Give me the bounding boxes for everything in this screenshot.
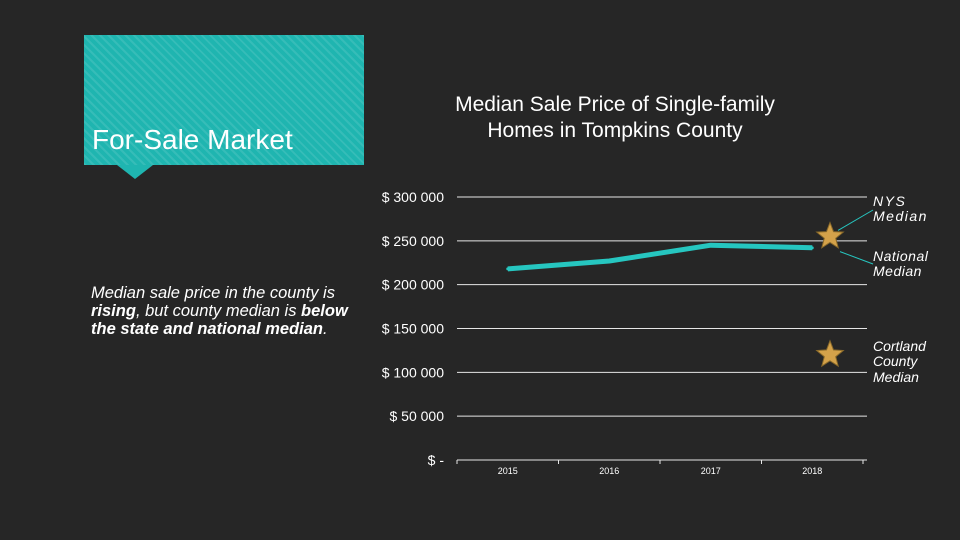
legend-nys-line-1: NYS — [873, 193, 907, 209]
data-point-2017 — [709, 243, 713, 247]
y-tick-label: $ 300 000 — [382, 189, 444, 205]
section-tag-pointer — [117, 165, 153, 179]
y-tick-label: $ 200 000 — [382, 277, 444, 293]
commentary-part-2: , but county median is — [135, 302, 302, 321]
connector-national — [839, 251, 874, 265]
commentary-part-1: Median sale price in the county is — [91, 284, 335, 302]
star-nys-median — [815, 221, 845, 249]
legend-cortland-line-2: County — [873, 353, 918, 370]
y-tick-label: $ 250 000 — [382, 233, 444, 249]
star-cortland-median — [815, 339, 845, 368]
data-point-2016 — [607, 259, 611, 263]
y-tick-label: $ 50 000 — [390, 408, 445, 424]
y-tick-label: $ - — [428, 452, 445, 468]
legend-nys-line-2: Median — [873, 208, 928, 225]
data-point-2018 — [810, 246, 814, 250]
legend-national-line-1: National — [873, 248, 929, 264]
y-tick-label: $ 100 000 — [382, 364, 444, 380]
commentary-rising: rising — [91, 302, 136, 321]
section-tag — [84, 35, 364, 165]
commentary-part-3: . — [322, 320, 328, 339]
legend-cortland-line-1: Cortland — [873, 338, 926, 354]
chart-title-line-1: Median Sale Price of Single-family — [455, 93, 775, 116]
data-point-2015 — [506, 267, 510, 271]
commentary-text: Median sale price in the county is risin… — [91, 284, 366, 338]
legend-cortland-median: Cortland County Median — [873, 338, 926, 385]
x-tick-label-2018: 2018 — [802, 466, 822, 476]
x-tick-label-2017: 2017 — [701, 466, 721, 476]
x-tick-label-2016: 2016 — [599, 466, 619, 476]
legend-nys-median: NYS Median — [873, 193, 928, 225]
y-tick-label: $ 150 000 — [382, 321, 444, 337]
legend-national-line-2: Median — [873, 263, 922, 280]
connector-nys — [837, 209, 874, 231]
chart-title-line-2: Homes in Tompkins County — [487, 119, 743, 143]
x-tick-label-2015: 2015 — [498, 466, 518, 476]
section-title: For-Sale Market — [92, 124, 293, 155]
chart-title: Median Sale Price of Single-family Homes… — [400, 92, 830, 145]
commentary-below-median: below the state and national median — [91, 302, 348, 339]
legend-national-median: National Median — [873, 248, 929, 280]
legend-cortland-line-3: Median — [873, 368, 919, 385]
series-line-0 — [507, 242, 813, 272]
